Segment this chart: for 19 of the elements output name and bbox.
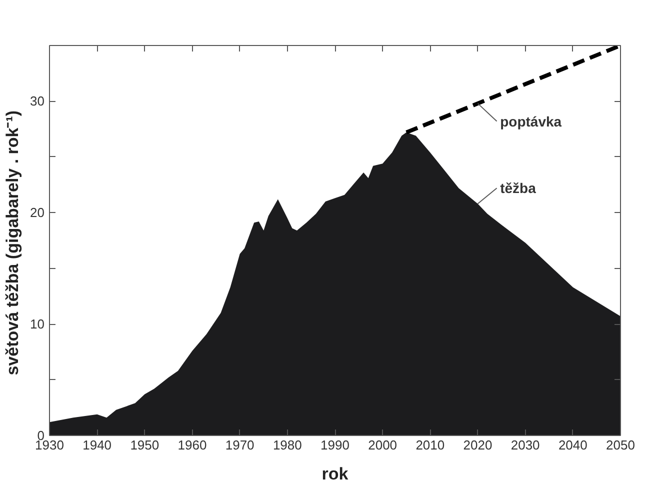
series-label: těžba (500, 180, 536, 196)
x-tick-label: 2040 (558, 438, 588, 452)
x-tick-label: 2050 (606, 438, 635, 452)
x-tick-label: 2000 (368, 438, 398, 452)
y-tick-label: 30 (30, 94, 45, 109)
x-tick-label: 1980 (272, 438, 302, 452)
x-tick-label: 1950 (130, 438, 160, 452)
y-tick-label: 20 (30, 205, 45, 220)
y-axis-title: světová těžba (gigabarely . rok⁻¹) (3, 110, 22, 376)
x-tick-label: 1940 (82, 438, 112, 452)
series-label: poptávka (500, 113, 562, 130)
x-tick-label: 2020 (463, 438, 492, 452)
x-tick-label: 1960 (178, 438, 207, 452)
x-tick-label: 1970 (225, 438, 254, 452)
x-tick-label: 2030 (510, 438, 540, 452)
y-tick-label: 10 (30, 316, 45, 332)
x-tick-label: 1990 (320, 438, 350, 452)
x-axis-title: rok (322, 464, 349, 484)
x-tick-label: 2010 (416, 438, 445, 452)
